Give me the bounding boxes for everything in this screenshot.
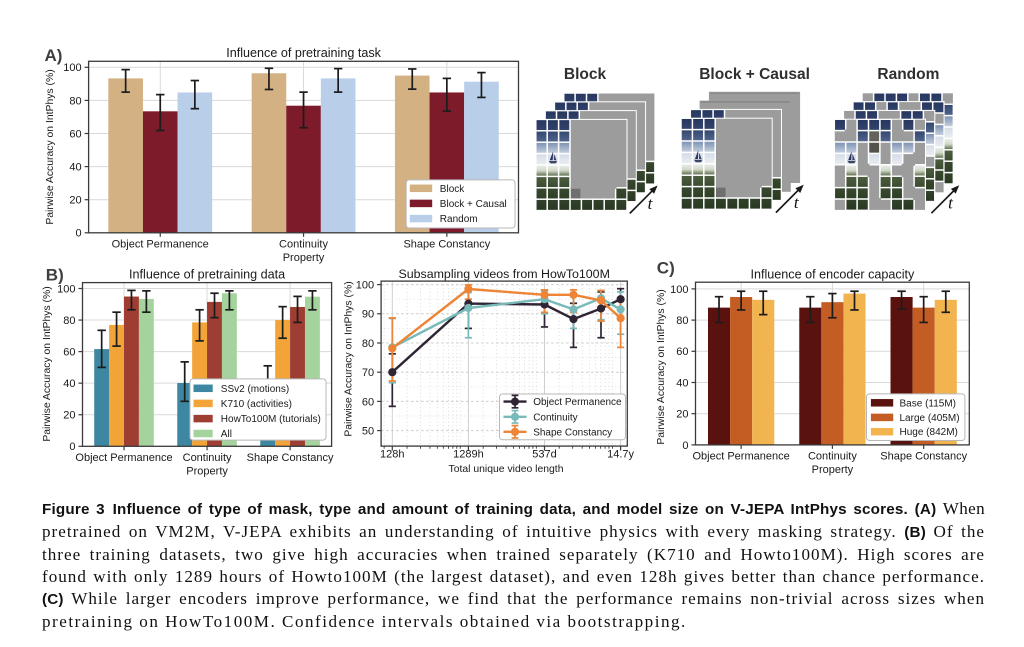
svg-text:20: 20 [63, 410, 75, 422]
svg-text:100: 100 [57, 283, 75, 295]
svg-text:Object Permanence: Object Permanence [692, 450, 789, 462]
svg-text:Block: Block [564, 66, 607, 83]
svg-text:20: 20 [676, 409, 688, 421]
svg-text:t: t [648, 194, 654, 213]
svg-text:Block + Causal: Block + Causal [699, 66, 810, 83]
svg-text:20: 20 [69, 195, 81, 207]
svg-text:Huge (842M): Huge (842M) [900, 427, 958, 438]
svg-text:Random: Random [877, 66, 939, 83]
svg-text:Shape Constancy: Shape Constancy [403, 238, 490, 250]
svg-text:C): C) [657, 258, 675, 277]
svg-text:60: 60 [63, 347, 75, 359]
svg-text:60: 60 [69, 128, 81, 140]
svg-text:t: t [794, 193, 800, 212]
svg-text:Object Permanence: Object Permanence [533, 397, 622, 408]
svg-text:All: All [221, 429, 232, 440]
svg-text:70: 70 [362, 367, 374, 379]
svg-text:60: 60 [676, 346, 688, 358]
svg-text:A): A) [45, 46, 63, 65]
svg-text:100: 100 [356, 280, 374, 292]
svg-text:Continuity: Continuity [183, 452, 232, 464]
svg-text:537d: 537d [532, 448, 556, 460]
svg-text:Property: Property [186, 465, 228, 477]
svg-text:Shape Constancy: Shape Constancy [880, 450, 967, 462]
svg-text:Shape Constancy: Shape Constancy [247, 452, 334, 464]
svg-text:HowTo100M (tutorials): HowTo100M (tutorials) [221, 414, 321, 425]
svg-text:Pairwise Accuracy on IntPhys (: Pairwise Accuracy on IntPhys (%) [45, 69, 56, 224]
svg-text:Block: Block [440, 184, 465, 195]
svg-text:Object Permanence: Object Permanence [75, 452, 172, 464]
svg-text:Total unique video length: Total unique video length [449, 464, 564, 475]
svg-text:Block + Causal: Block + Causal [440, 199, 507, 210]
svg-text:Continuity: Continuity [279, 238, 328, 250]
svg-text:Random: Random [440, 214, 478, 225]
svg-text:100: 100 [670, 284, 688, 296]
svg-text:0: 0 [69, 441, 75, 453]
svg-text:Property: Property [283, 252, 325, 264]
svg-text:80: 80 [63, 315, 75, 327]
svg-text:Subsampling videos from HowTo1: Subsampling videos from HowTo100M [398, 267, 609, 281]
svg-text:80: 80 [69, 95, 81, 107]
svg-text:40: 40 [676, 377, 688, 389]
svg-text:Continuity: Continuity [533, 412, 577, 423]
svg-text:Object Permanence: Object Permanence [112, 238, 209, 250]
svg-text:Influence of pretraining data: Influence of pretraining data [129, 268, 285, 282]
svg-text:0: 0 [75, 228, 81, 240]
svg-text:60: 60 [362, 396, 374, 408]
svg-text:80: 80 [676, 315, 688, 327]
svg-text:80: 80 [362, 338, 374, 350]
svg-text:40: 40 [69, 162, 81, 174]
svg-text:100: 100 [63, 62, 81, 74]
svg-text:Base (115M): Base (115M) [900, 398, 957, 409]
svg-text:14.7y: 14.7y [607, 448, 634, 460]
svg-text:Influence of encoder capacity: Influence of encoder capacity [750, 268, 915, 282]
svg-text:t: t [948, 194, 954, 213]
svg-text:B): B) [46, 266, 64, 285]
svg-text:K710 (activities): K710 (activities) [221, 399, 292, 410]
svg-text:40: 40 [63, 378, 75, 390]
svg-text:50: 50 [362, 426, 374, 438]
svg-text:90: 90 [362, 309, 374, 321]
svg-text:1289h: 1289h [453, 448, 484, 460]
svg-text:Pairwise Accuracy on IntPhys (: Pairwise Accuracy on IntPhys (%) [344, 281, 355, 436]
svg-text:Influence of pretraining task: Influence of pretraining task [226, 46, 381, 60]
svg-text:SSv2 (motions): SSv2 (motions) [221, 384, 289, 395]
svg-text:Shape Constancy: Shape Constancy [533, 427, 612, 438]
svg-text:Pairwise Accuracy on IntPhys (: Pairwise Accuracy on IntPhys (%) [42, 286, 53, 441]
svg-text:128h: 128h [380, 448, 404, 460]
svg-text:Large (405M): Large (405M) [900, 413, 960, 424]
svg-text:0: 0 [682, 440, 688, 452]
svg-text:Property: Property [812, 464, 854, 476]
svg-text:Pairwise Accuracy on IntPhys (: Pairwise Accuracy on IntPhys (%) [656, 289, 667, 444]
svg-text:Continuity: Continuity [808, 450, 857, 462]
